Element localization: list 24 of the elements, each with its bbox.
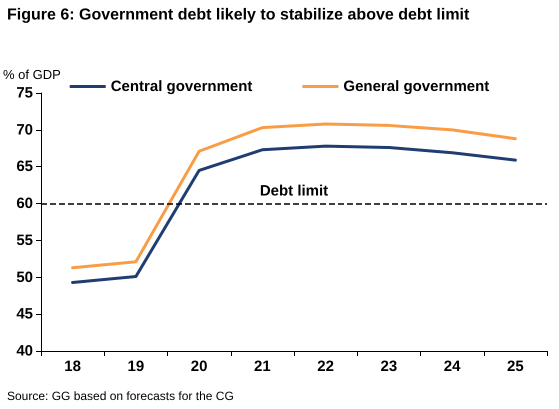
x-tick-label: 20 — [190, 358, 208, 375]
line-series — [71, 144, 517, 284]
y-tick-label: 55 — [16, 232, 33, 249]
y-tick-label: 50 — [16, 268, 33, 286]
x-tick-label: 25 — [507, 358, 524, 375]
x-tick-label: 19 — [128, 358, 144, 375]
x-tick-label: 22 — [317, 358, 334, 375]
legend-label: Central government — [110, 78, 252, 95]
line-series — [71, 122, 517, 270]
y-tick-label: 65 — [16, 158, 33, 176]
x-tick-label: 23 — [380, 358, 398, 375]
y-tick-label: 70 — [16, 121, 33, 138]
ref-line-label: Debt limit — [260, 182, 328, 200]
x-tick-label: 24 — [444, 358, 462, 375]
legend-label: General government — [343, 78, 490, 95]
y-tick-label: 40 — [16, 342, 33, 360]
source-note: Source: GG based on forecasts for the CG — [7, 389, 234, 403]
y-axis-title: % of GDP — [3, 67, 61, 82]
y-tick-label: 45 — [16, 306, 33, 323]
x-tick-label: 21 — [254, 358, 271, 375]
y-tick-label: 75 — [16, 84, 33, 102]
y-tick-label: 60 — [16, 195, 33, 212]
chart-title: Figure 6: Government debt likely to stabilize above debt limit — [7, 6, 470, 24]
x-tick-label: 18 — [64, 358, 81, 375]
